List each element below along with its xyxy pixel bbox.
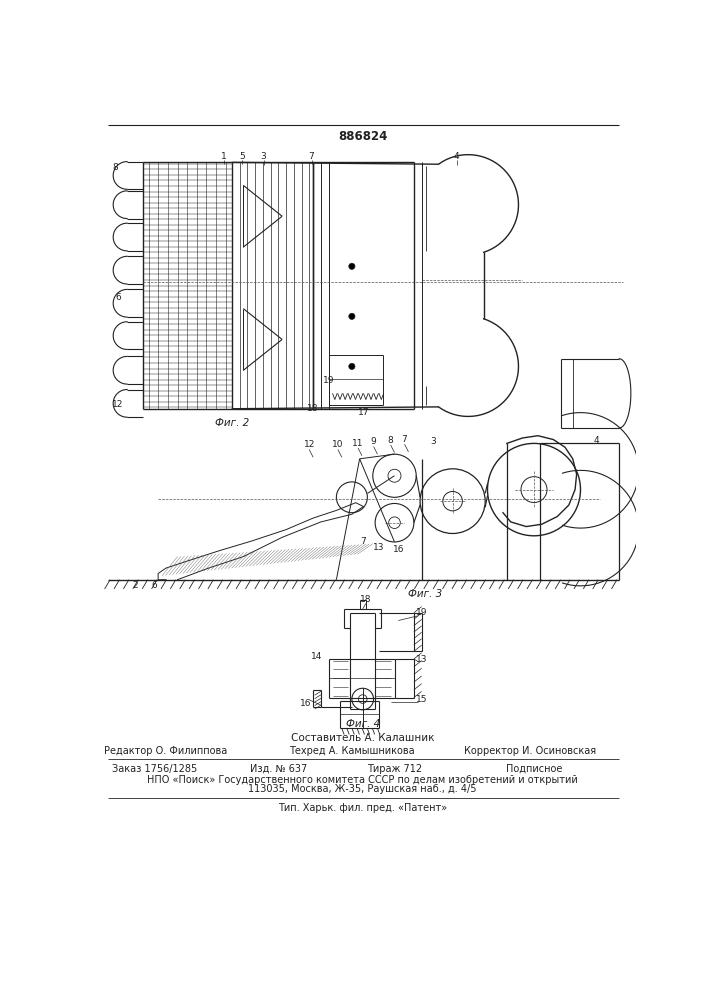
Text: 113035, Москва, Ж-35, Раушская наб., д. 4/5: 113035, Москва, Ж-35, Раушская наб., д. … bbox=[248, 784, 477, 794]
Text: НПО «Поиск» Государственного комитета СССР по делам изобретений и открытий: НПО «Поиск» Государственного комитета СС… bbox=[147, 775, 578, 785]
Text: 11: 11 bbox=[352, 439, 364, 448]
Text: 16: 16 bbox=[392, 545, 404, 554]
Circle shape bbox=[349, 263, 355, 269]
Text: 5: 5 bbox=[239, 152, 245, 161]
Text: 19: 19 bbox=[323, 376, 334, 385]
Text: Подписное: Подписное bbox=[506, 764, 562, 774]
Text: Заказ 1756/1285: Заказ 1756/1285 bbox=[112, 764, 197, 774]
Text: 7: 7 bbox=[361, 537, 366, 546]
Circle shape bbox=[349, 313, 355, 319]
Text: 8: 8 bbox=[112, 163, 118, 172]
Text: 9: 9 bbox=[370, 437, 376, 446]
Text: 16: 16 bbox=[300, 699, 311, 708]
Text: 3: 3 bbox=[431, 437, 436, 446]
Text: Тираж 712: Тираж 712 bbox=[367, 764, 422, 774]
Text: 1: 1 bbox=[221, 152, 227, 161]
Text: 14: 14 bbox=[311, 652, 322, 661]
Text: 18: 18 bbox=[360, 595, 372, 604]
Text: 4: 4 bbox=[593, 436, 599, 445]
Text: 12: 12 bbox=[303, 440, 315, 449]
Text: Составитель А. Калашник: Составитель А. Калашник bbox=[291, 733, 435, 743]
Text: Тип. Харьк. фил. пред. «Патент»: Тип. Харьк. фил. пред. «Патент» bbox=[278, 803, 448, 813]
Text: Редактор О. Филиппова: Редактор О. Филиппова bbox=[104, 746, 228, 756]
Text: 886824: 886824 bbox=[338, 130, 387, 143]
Text: 2: 2 bbox=[132, 581, 138, 590]
Text: 3: 3 bbox=[261, 152, 267, 161]
Text: 17: 17 bbox=[358, 408, 369, 417]
Text: 12: 12 bbox=[112, 400, 124, 409]
Text: 10: 10 bbox=[332, 440, 344, 449]
Text: 19: 19 bbox=[416, 608, 427, 617]
Text: Техред А. Камышникова: Техред А. Камышникова bbox=[289, 746, 415, 756]
Text: Фиг. 3: Фиг. 3 bbox=[409, 589, 443, 599]
Circle shape bbox=[349, 363, 355, 369]
Text: 4: 4 bbox=[454, 152, 460, 161]
Text: 6: 6 bbox=[151, 581, 157, 590]
Text: 6: 6 bbox=[115, 293, 121, 302]
Text: 13: 13 bbox=[416, 654, 427, 664]
Text: Корректор И. Осиновская: Корректор И. Осиновская bbox=[464, 746, 596, 756]
Text: Фиг. 2: Фиг. 2 bbox=[215, 418, 249, 428]
Text: 7: 7 bbox=[402, 435, 407, 444]
Text: 18: 18 bbox=[308, 404, 319, 413]
Text: 15: 15 bbox=[416, 695, 427, 704]
Text: Изд. № 637: Изд. № 637 bbox=[250, 764, 307, 774]
Text: 8: 8 bbox=[387, 436, 394, 445]
Text: 13: 13 bbox=[373, 543, 385, 552]
Text: 7: 7 bbox=[309, 152, 315, 161]
Text: Фиг. 4: Фиг. 4 bbox=[346, 719, 380, 729]
